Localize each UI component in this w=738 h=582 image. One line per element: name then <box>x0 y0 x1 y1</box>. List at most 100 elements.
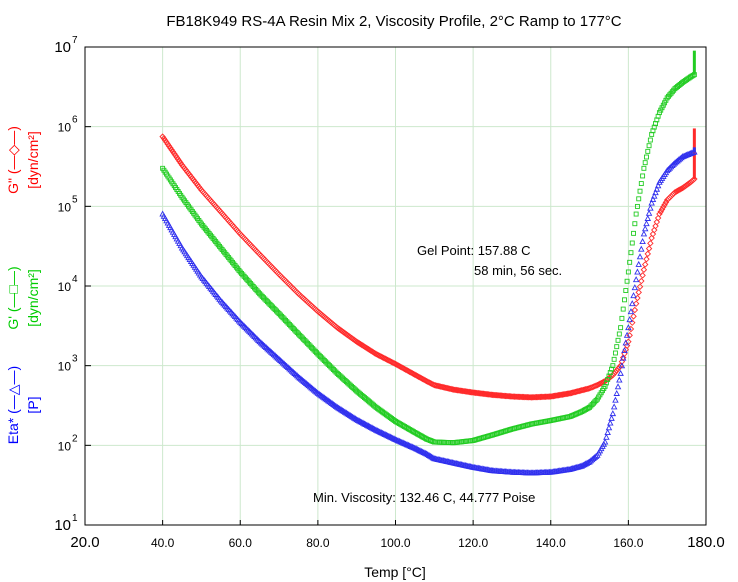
data-point <box>264 345 271 352</box>
data-point <box>365 422 372 429</box>
data-point <box>289 324 295 330</box>
data-point <box>489 391 496 399</box>
data-point <box>448 440 454 446</box>
y-axis-label-group: G" (—◇—) [dyn/cm²] <box>5 126 41 194</box>
data-point <box>350 414 358 421</box>
data-point <box>406 442 413 449</box>
data-point <box>327 399 335 406</box>
data-point <box>447 440 453 445</box>
data-point <box>250 284 256 289</box>
data-point <box>241 273 247 279</box>
data-point <box>636 253 644 260</box>
data-point <box>626 316 633 323</box>
data-point <box>663 97 669 103</box>
data-point <box>588 403 594 409</box>
data-point <box>438 439 444 445</box>
data-point <box>394 437 402 444</box>
data-point <box>616 364 623 371</box>
data-point <box>349 413 357 420</box>
data-point <box>640 230 648 237</box>
data-point <box>286 322 292 327</box>
data-point <box>282 361 289 368</box>
data-point <box>330 367 336 372</box>
data-point <box>283 362 291 369</box>
data-point <box>609 366 615 372</box>
data-point <box>644 250 652 258</box>
data-point <box>662 199 670 206</box>
data-point <box>689 176 697 184</box>
data-point <box>390 435 398 442</box>
data-point <box>314 350 320 356</box>
data-point <box>318 354 323 360</box>
data-point <box>671 87 677 93</box>
data-point <box>618 362 626 369</box>
data-point <box>411 444 419 451</box>
data-point <box>290 368 297 375</box>
y-axis-labels: G" (—◇—) [dyn/cm²]G' (—□—) [dyn/cm²]Eta* (… <box>5 126 41 444</box>
data-point <box>592 452 600 459</box>
data-point <box>313 388 320 395</box>
data-point <box>279 313 285 319</box>
data-point <box>239 270 244 276</box>
data-point <box>653 218 661 226</box>
data-point <box>285 320 291 326</box>
data-point <box>290 326 296 331</box>
data-point <box>310 386 318 393</box>
data-point <box>276 311 282 317</box>
data-point <box>384 432 391 439</box>
data-point <box>668 90 674 96</box>
data-point <box>308 344 314 350</box>
data-point <box>618 358 626 365</box>
data-point <box>273 353 280 360</box>
data-point <box>296 374 304 381</box>
data-point <box>254 288 260 294</box>
data-point <box>326 398 333 405</box>
data-point <box>623 331 631 338</box>
y-axis-label-name: G" (—◇—) <box>5 126 21 194</box>
data-point <box>587 404 593 410</box>
data-point <box>439 439 445 445</box>
data-point <box>316 352 322 358</box>
data-point <box>393 436 401 443</box>
y-tick-exponent: 2 <box>72 433 78 444</box>
data-point <box>321 394 328 401</box>
data-point <box>643 220 650 227</box>
data-point <box>321 358 327 363</box>
data-point <box>370 425 377 432</box>
data-point <box>604 429 611 436</box>
data-point <box>644 214 652 221</box>
data-point <box>283 317 288 323</box>
data-point <box>407 442 415 449</box>
data-point <box>300 377 307 384</box>
data-point <box>616 376 623 383</box>
data-point <box>429 454 437 461</box>
data-point <box>613 389 620 396</box>
data-point <box>440 439 446 445</box>
y-tick-exponent: 7 <box>72 35 78 46</box>
data-point <box>664 95 670 101</box>
data-point <box>322 395 329 402</box>
data-point <box>649 230 657 238</box>
data-point <box>275 309 281 315</box>
data-point <box>424 451 432 458</box>
data-point <box>335 404 342 411</box>
data-point <box>619 315 625 321</box>
data-point <box>311 347 317 353</box>
data-point <box>297 332 303 338</box>
data-point <box>631 284 639 291</box>
data-point <box>428 453 435 460</box>
gel-point-time-annotation: 58 min, 56 sec. <box>474 263 562 278</box>
data-point <box>317 391 324 398</box>
data-point <box>260 341 267 348</box>
data-point <box>625 324 632 331</box>
data-point <box>287 366 294 373</box>
data-point <box>341 408 349 415</box>
data-point <box>434 439 440 445</box>
data-point <box>278 358 285 365</box>
data-point <box>628 250 634 256</box>
data-point <box>242 275 248 281</box>
data-point <box>330 400 337 407</box>
data-point <box>443 439 449 445</box>
x-tick-label: 120.0 <box>458 536 488 550</box>
